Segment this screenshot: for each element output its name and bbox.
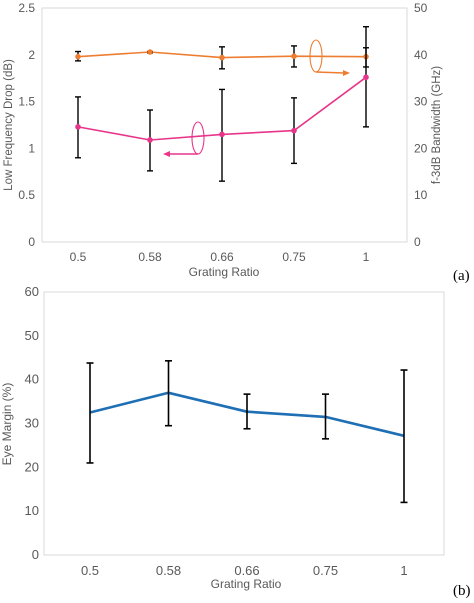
left-y-axis-label: Low Frequency Drop (dB) [3,59,15,191]
annotation-layer-a [163,39,350,157]
data-point [219,54,225,61]
left-y-tick-label: 1 [28,141,35,155]
error-bar [86,362,94,464]
x-tick-label: 0.66 [234,563,259,578]
data-point [75,53,81,60]
data-point [291,127,297,134]
error-bar [165,360,172,427]
plot-area-b [43,291,445,556]
error-bar [400,369,408,504]
data-point [75,124,81,130]
series-1 [86,360,408,504]
error-bar [322,393,329,440]
error-bar [243,393,251,430]
right-y-tick-label: 0 [414,235,421,249]
x-tick-label: 1 [400,563,407,578]
right-y-tick-label: 50 [414,1,428,15]
data-point [147,49,153,55]
left-y-tick-label: 2 [28,48,35,62]
left-y-tick-label: 2.5 [18,1,35,15]
right-y-tick-label: 30 [414,95,428,109]
right-y-tick-label: 20 [414,141,428,155]
x-axis-label-b: Grating Ratio [211,577,282,591]
y-tick-label: 20 [25,459,39,474]
y-tick-labels-b: 0 10 20 30 40 50 60 [25,284,39,562]
right-y-tick-label: 40 [414,48,428,62]
y-tick-label: 30 [25,416,39,431]
x-tick-label: 0.5 [70,250,87,264]
x-tick-label: 0.75 [313,563,338,578]
x-tick-label: 0.58 [138,250,162,264]
panel-label-b: (b) [453,583,471,599]
left-axis-indicator [163,121,205,157]
series-2 [75,26,369,182]
y-tick-label: 0 [32,547,39,562]
left-y-tick-label: 0.5 [18,188,35,202]
x-tick-label: 0.5 [81,563,99,578]
left-y-tick-label: 1.5 [18,95,35,109]
y-tick-label: 50 [25,328,39,343]
data-point [291,53,297,60]
right-y-tick-labels: 0 10 20 30 40 50 [414,1,428,249]
x-tick-labels: 0.5 0.58 0.66 0.75 1 [70,250,370,264]
data-point [363,74,369,81]
right-y-tick-label: 10 [414,188,428,202]
right-y-axis-label: f-3dB Bandwidth (GHz) [431,66,443,184]
x-tick-label: 0.58 [156,563,181,578]
y-tick-label: 40 [25,372,39,387]
panel-label-a: (a) [453,268,470,284]
x-tick-label: 0.66 [210,250,234,264]
x-tick-label: 1 [363,250,370,264]
chart-b: 0 10 20 30 40 50 60 0.5 0.58 0.66 0.75 1 Eye Margi… [0,284,445,591]
plot-area-a [41,7,408,243]
series-layer-a [75,26,369,182]
x-axis-label: Grating Ratio [189,265,260,279]
y-tick-label: 60 [25,284,39,299]
data-point [147,137,153,143]
y-tick-label: 10 [25,503,39,518]
series-1 [75,45,369,70]
x-tick-label: 0.75 [282,250,306,264]
x-tick-labels-b: 0.5 0.58 0.66 0.75 1 [81,563,408,578]
series-layer-b [86,360,408,504]
data-point [219,131,225,138]
left-y-tick-labels: 0 0.5 1 1.5 2 2.5 [18,1,35,249]
right-axis-indicator [309,39,350,76]
left-y-tick-label: 0 [28,235,35,249]
chart-a: 0 0.5 1 1.5 2 2.5 0 10 20 30 40 50 0.5 0.58 0.66 0.75… [3,1,443,279]
y-axis-label-b: Eye Margin (%) [0,383,14,466]
